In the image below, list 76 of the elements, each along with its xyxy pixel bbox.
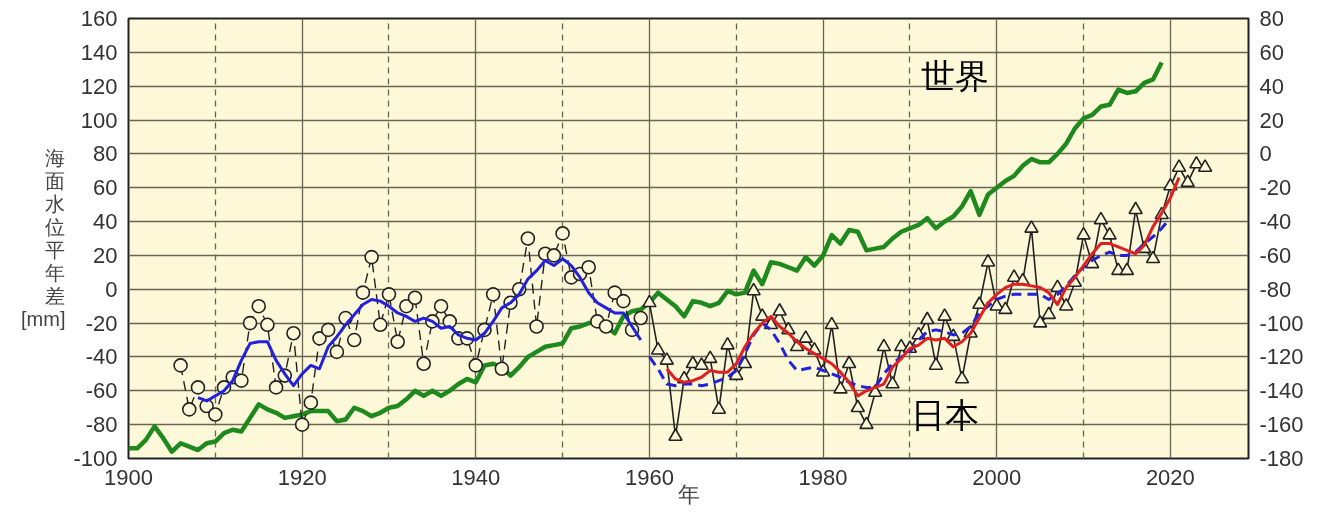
- y-tick-label: -80: [85, 412, 118, 438]
- y2-tick-label: -80: [1259, 276, 1292, 302]
- point: [173, 358, 188, 373]
- point: [268, 380, 284, 395]
- point: [242, 315, 258, 331]
- y-tick-label: 0: [105, 276, 118, 302]
- point: [355, 285, 371, 300]
- y2-tick-label: 0: [1259, 141, 1272, 167]
- y2-tick-label: -40: [1259, 209, 1292, 235]
- y2-tick-label: -160: [1259, 412, 1304, 438]
- x-tick-label: 1940: [451, 464, 501, 490]
- point: [494, 361, 510, 377]
- y2-tick-label: 20: [1259, 107, 1284, 133]
- y2-tick-label: 40: [1259, 73, 1284, 99]
- point: [260, 317, 275, 333]
- point: [346, 332, 362, 348]
- point: [390, 334, 405, 350]
- y-tick-label: 60: [93, 175, 118, 201]
- point: [546, 248, 562, 263]
- y-tick-label: 40: [93, 209, 118, 235]
- point: [399, 298, 414, 314]
- point: [616, 293, 631, 309]
- point: [251, 298, 267, 314]
- y2-tick-label: 60: [1259, 39, 1284, 65]
- y2-tick-label: -100: [1259, 310, 1304, 336]
- point: [633, 310, 649, 326]
- y-tick-label: 80: [93, 141, 118, 167]
- line-series: [128, 60, 1164, 454]
- point: [581, 259, 596, 275]
- point: [607, 285, 622, 300]
- y-tick-label: 100: [80, 107, 118, 133]
- point: [485, 287, 501, 302]
- point: [598, 319, 614, 334]
- y2-tick-label: -140: [1259, 378, 1304, 404]
- y-axis-title: 海面水位平年差 [mm]: [21, 146, 66, 331]
- point: [555, 226, 570, 241]
- y-tick-label: -60: [85, 378, 118, 404]
- y2-tick-label: -120: [1259, 344, 1304, 370]
- point: [372, 317, 388, 333]
- point: [208, 407, 223, 422]
- y2-tick-label: -180: [1259, 446, 1304, 471]
- y2-tick-label: -60: [1259, 242, 1292, 268]
- y-tick-label: 20: [93, 242, 118, 268]
- point: [303, 395, 319, 410]
- point: [416, 356, 431, 372]
- y-tick-label: -100: [73, 446, 118, 471]
- y-tick-label: -40: [85, 344, 118, 370]
- y2-tick-label: 80: [1259, 6, 1284, 31]
- point: [190, 380, 206, 395]
- y-tick-label: 160: [80, 6, 118, 31]
- point: [433, 298, 449, 314]
- point: [181, 402, 197, 417]
- y-tick-label: 140: [80, 39, 118, 65]
- x-tick-label: 1980: [798, 464, 848, 490]
- point: [364, 249, 379, 265]
- point: [520, 231, 536, 246]
- point: [329, 344, 345, 360]
- point: [407, 290, 423, 306]
- point: [468, 358, 484, 373]
- annotation: 世界: [921, 56, 990, 95]
- point: [381, 287, 397, 302]
- x-tick-label: 2000: [972, 464, 1022, 490]
- point: [529, 319, 544, 334]
- y2-tick-label: -20: [1259, 175, 1292, 201]
- x-tick-label: 1920: [277, 464, 327, 490]
- point: [312, 331, 327, 346]
- x-tick-label: 1960: [624, 464, 674, 490]
- x-tick-label: 2020: [1145, 464, 1195, 490]
- point: [294, 417, 310, 432]
- annotation: 日本: [910, 395, 979, 434]
- x-axis-title: 年: [677, 481, 700, 507]
- point: [234, 373, 249, 388]
- y-tick-label: -20: [85, 310, 118, 336]
- point: [286, 325, 301, 341]
- y-tick-label: 120: [80, 73, 118, 99]
- point: [320, 322, 336, 338]
